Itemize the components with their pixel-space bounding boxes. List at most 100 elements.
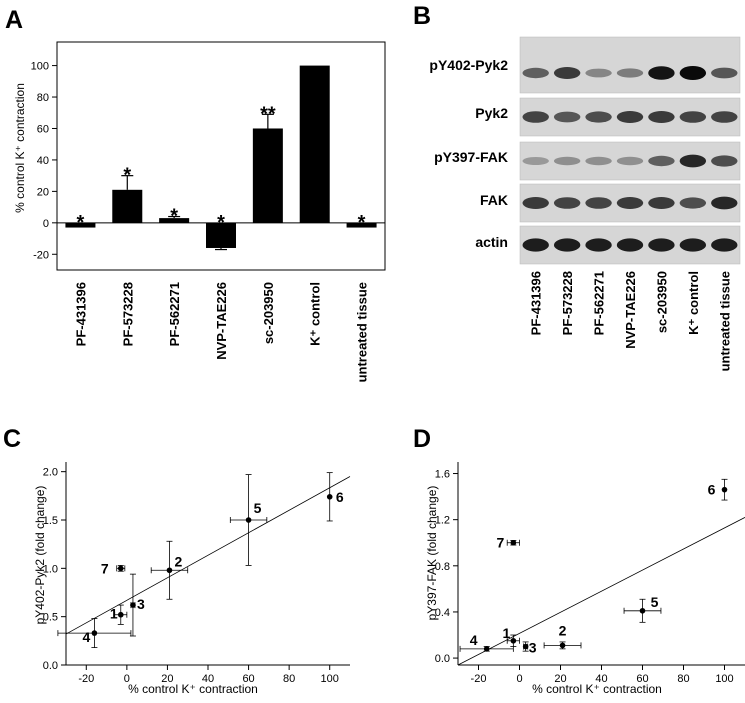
data-point <box>326 494 333 500</box>
y-tick-label: 20 <box>37 186 49 198</box>
data-point <box>117 611 124 618</box>
panel-a-category-labels: PF-431396 PF-573228 PF-562271 NVP-TAE226 sc-… <box>73 282 369 382</box>
y-tick-label: 1.5 <box>43 515 58 527</box>
blot-band <box>679 197 707 209</box>
data-point <box>91 630 98 636</box>
point-label: 5 <box>254 500 262 516</box>
blot-band <box>648 155 675 167</box>
blot-band <box>711 196 738 210</box>
x-tick-label: 80 <box>677 673 689 685</box>
data-point <box>117 565 124 572</box>
point-label: 7 <box>101 560 109 576</box>
category-label: PF-431396 <box>73 282 88 346</box>
blot-band <box>711 111 738 123</box>
blot-row-label: actin <box>475 234 508 250</box>
blot-band <box>553 197 581 209</box>
category-label: NVP-TAE226 <box>214 282 229 360</box>
y-tick-label: 1.0 <box>43 563 58 575</box>
blot-band <box>648 197 675 209</box>
significance-marker: * <box>358 212 366 234</box>
blot-band <box>616 68 644 78</box>
blot-band <box>553 156 581 166</box>
panel-d-letter: D <box>413 425 431 453</box>
y-tick-label: 80 <box>37 92 49 104</box>
point-label: 4 <box>83 629 91 645</box>
blot-band <box>679 154 707 168</box>
panel-d-plot: -20 0 20 40 60 80 100 0.0 0.4 0.8 1.2 1.6 1 2 3 4 5 6 7 <box>435 462 745 685</box>
blot-band <box>585 68 612 78</box>
blot-band <box>648 66 675 80</box>
blot-band <box>711 67 738 79</box>
blot-band <box>553 238 581 252</box>
panel-a-y-axis-label: % control K⁺ contraction <box>13 83 27 213</box>
blot-band <box>585 197 612 209</box>
data-point <box>522 643 529 650</box>
lane-label: sc-203950 <box>654 271 669 333</box>
panel-b-western-blot: B pY402-Pyk2 Pyk2 pY397-FAK FAK actin PF-431… <box>413 2 741 371</box>
x-tick-label: 60 <box>242 673 254 685</box>
bar <box>346 222 377 228</box>
blot-row-label: Pyk2 <box>475 105 508 121</box>
blot-band <box>616 156 644 166</box>
x-tick-label: 40 <box>202 673 214 685</box>
lane-label: PF-573228 <box>560 271 575 335</box>
lane-label: untreated tissue <box>717 271 732 371</box>
significance-marker: * <box>170 206 178 228</box>
data-point <box>245 517 252 523</box>
x-tick-label: 100 <box>321 673 339 685</box>
lane-label: NVP-TAE226 <box>623 271 638 349</box>
blot-band <box>711 155 738 167</box>
y-tick-label: 1.2 <box>435 515 450 527</box>
blot-band <box>616 238 644 252</box>
blot-band <box>616 197 644 209</box>
blot-band <box>522 67 549 79</box>
blot-row-label: pY397-FAK <box>434 149 508 165</box>
blot-band <box>679 111 707 123</box>
panel-c-plot: -20 0 20 40 60 80 100 0.0 0.5 1.0 1.5 2.0 1 2 3 4 5 6 7 <box>43 462 351 685</box>
y-tick-label: 1.6 <box>435 469 450 481</box>
blot-band <box>585 156 612 166</box>
x-tick-label: 0 <box>516 673 522 685</box>
y-tick-label: 0 <box>43 218 49 230</box>
plot-frame <box>56 41 386 271</box>
y-tick-label: 60 <box>37 123 49 135</box>
y-tick-label: 0.0 <box>43 660 58 672</box>
x-tick-label: 100 <box>715 673 733 685</box>
bar <box>206 222 236 248</box>
bar <box>159 218 190 223</box>
point-label: 4 <box>470 632 478 648</box>
blot-band <box>711 238 738 252</box>
regression-line <box>457 517 745 666</box>
regression-line <box>65 476 351 635</box>
blot-band <box>616 111 644 123</box>
x-tick-label: 40 <box>595 673 607 685</box>
blot-band <box>553 111 581 123</box>
blot-row-label: pY402-Pyk2 <box>429 57 508 73</box>
x-tick-label: 20 <box>161 673 173 685</box>
significance-marker: * <box>77 212 85 234</box>
x-tick-label: 0 <box>124 673 130 685</box>
blot-band <box>522 111 549 123</box>
blot-band <box>648 111 675 123</box>
lane-label: PF-562271 <box>592 271 607 335</box>
blot-band <box>648 238 675 252</box>
panel-c-scatter: C -20 0 20 40 60 80 1000.00.51.01.52.01234567 … <box>3 425 351 696</box>
bar <box>252 128 283 223</box>
data-point <box>639 607 646 614</box>
y-tick-label: 0.0 <box>435 653 450 665</box>
x-tick-label: 60 <box>636 673 648 685</box>
point-label: 5 <box>651 594 659 610</box>
data-point <box>559 642 566 649</box>
bar <box>112 189 143 223</box>
panel-c-y-axis-label: pY402-Pyk2 (fold change) <box>33 486 47 625</box>
point-label: 2 <box>559 622 567 638</box>
blot-band <box>585 238 612 252</box>
x-tick-label: 80 <box>283 673 295 685</box>
y-tick-label: 2.0 <box>43 467 58 479</box>
data-point <box>721 486 728 493</box>
point-label: 1 <box>110 606 118 622</box>
category-label: PF-562271 <box>167 282 182 346</box>
category-label: untreated tissue <box>355 282 370 382</box>
